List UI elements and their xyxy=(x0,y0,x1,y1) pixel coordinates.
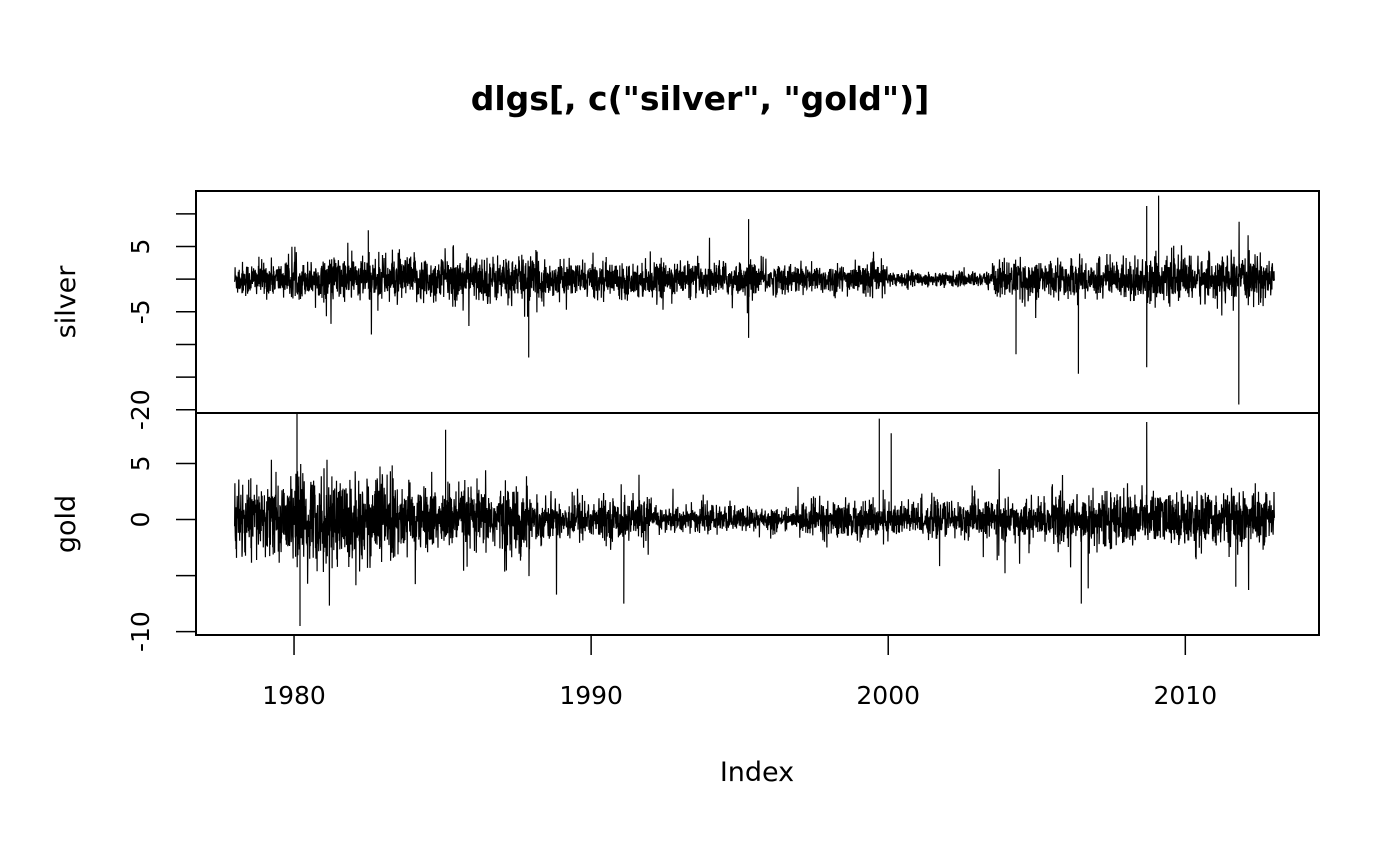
chart-title: dlgs[, c("silver", "gold")] xyxy=(471,79,930,118)
x-tick-label: 1980 xyxy=(262,681,326,710)
gold-series-line xyxy=(234,413,1275,626)
silver-y-tick-label: -20 xyxy=(126,389,155,430)
silver-y-axis: 5 -5 -20 xyxy=(126,213,197,430)
gold-y-tick-label: -10 xyxy=(126,611,155,652)
gold-y-axis-label: gold xyxy=(51,495,82,553)
x-axis-label: Index xyxy=(720,757,794,788)
silver-y-tick-label: 5 xyxy=(126,239,155,255)
x-tick-label: 1990 xyxy=(559,681,623,710)
gold-y-tick-label: 0 xyxy=(126,512,155,528)
gold-panel: 5 0 -10 gold xyxy=(51,413,1275,652)
x-tick-label: 2010 xyxy=(1153,681,1217,710)
silver-y-axis-label: silver xyxy=(51,265,82,339)
silver-y-tick-label: -5 xyxy=(126,299,155,324)
silver-series-line xyxy=(234,195,1275,405)
x-tick-label: 2000 xyxy=(856,681,920,710)
gold-y-tick-label: 5 xyxy=(126,456,155,472)
x-axis: 1980 1990 2000 2010 xyxy=(262,634,1217,710)
gold-y-axis: 5 0 -10 xyxy=(126,456,197,652)
silver-panel: 5 -5 -20 silver xyxy=(51,195,1275,430)
